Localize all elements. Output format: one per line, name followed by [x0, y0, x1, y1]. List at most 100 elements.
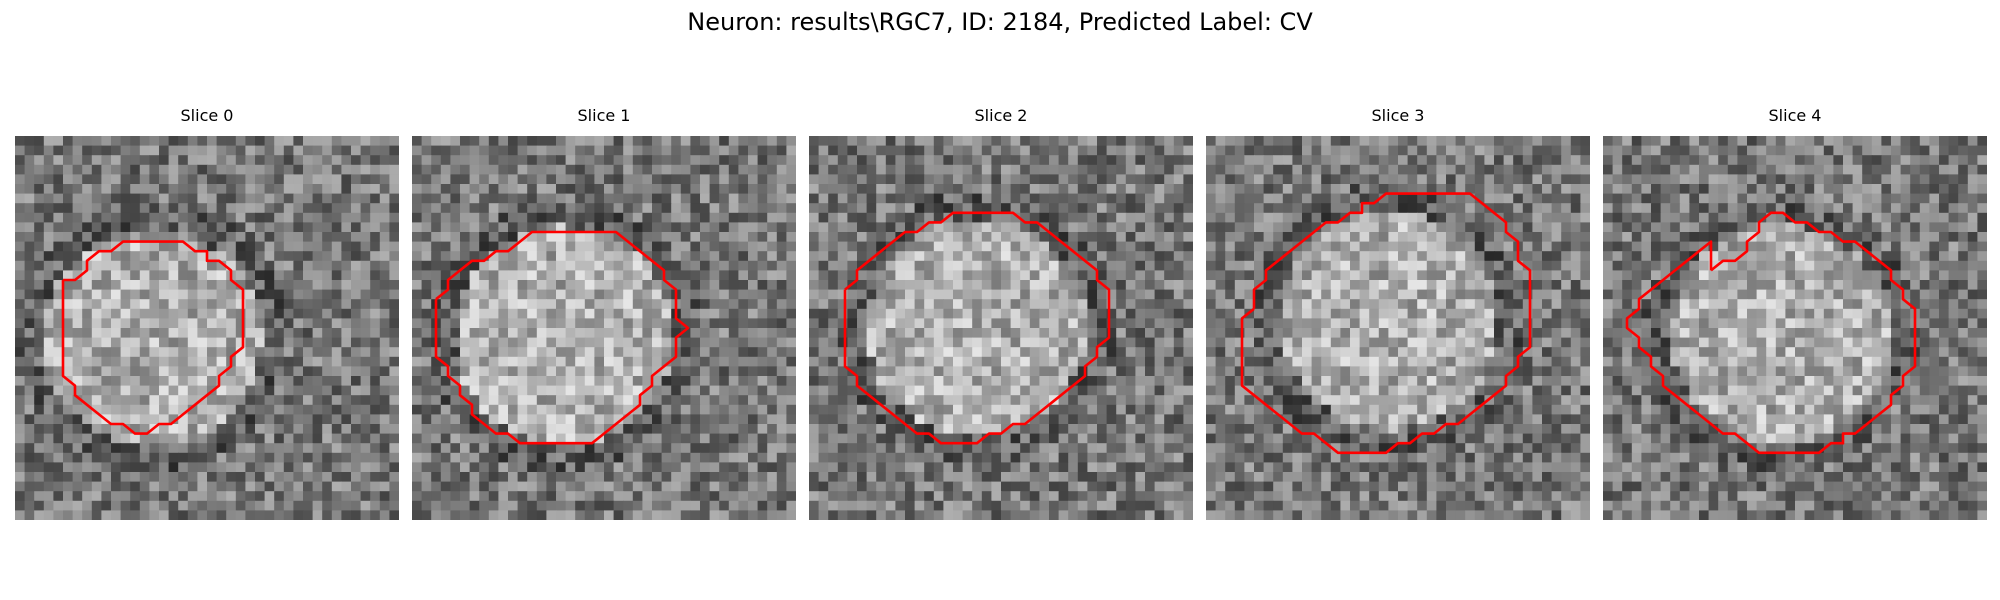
image-pixel: [527, 174, 538, 185]
image-pixel: [370, 356, 381, 367]
image-pixel: [412, 241, 423, 252]
image-pixel: [379, 385, 390, 396]
image-pixel: [469, 280, 480, 291]
image-pixel: [53, 251, 64, 262]
image-pixel: [809, 155, 820, 166]
image-pixel: [1106, 184, 1117, 195]
image-pixel: [671, 136, 682, 147]
image-pixel: [389, 376, 399, 387]
image-pixel: [1183, 452, 1193, 463]
image-pixel: [584, 376, 595, 387]
image-pixel: [914, 212, 925, 223]
image-pixel: [847, 193, 858, 204]
image-pixel: [671, 164, 682, 175]
image-pixel: [876, 299, 887, 310]
image-pixel: [1398, 174, 1409, 185]
image-pixel: [1097, 155, 1108, 166]
image-pixel: [1020, 328, 1031, 339]
image-pixel: [866, 328, 877, 339]
image-pixel: [809, 414, 820, 425]
image-pixel: [719, 241, 730, 252]
image-pixel: [895, 424, 906, 435]
image-pixel: [331, 347, 342, 358]
image-pixel: [972, 443, 983, 454]
image-pixel: [226, 164, 237, 175]
image-pixel: [159, 328, 170, 339]
image-pixel: [379, 174, 390, 185]
image-pixel: [460, 491, 471, 502]
image-pixel: [748, 510, 759, 520]
image-pixel: [274, 443, 285, 454]
image-pixel: [642, 376, 653, 387]
image-pixel: [700, 164, 711, 175]
image-pixel: [1173, 318, 1184, 329]
image-pixel: [1263, 136, 1274, 147]
image-pixel: [953, 280, 964, 291]
image-pixel: [1183, 356, 1193, 367]
image-pixel: [972, 260, 983, 271]
image-pixel: [1135, 270, 1146, 281]
image-pixel: [866, 414, 877, 425]
image-pixel: [197, 414, 208, 425]
image-pixel: [1125, 203, 1136, 214]
image-pixel: [460, 366, 471, 377]
image-pixel: [690, 203, 701, 214]
image-pixel: [575, 232, 586, 243]
image-pixel: [360, 500, 371, 511]
image-pixel: [1106, 433, 1117, 444]
image-pixel: [101, 510, 112, 520]
image-pixel: [786, 232, 796, 243]
image-pixel: [379, 260, 390, 271]
image-pixel: [924, 251, 935, 262]
image-pixel: [421, 145, 432, 156]
image-pixel: [914, 404, 925, 415]
image-pixel: [1173, 500, 1184, 511]
image-pixel: [536, 510, 547, 520]
image-pixel: [972, 203, 983, 214]
image-pixel: [379, 452, 390, 463]
image-pixel: [1173, 145, 1184, 156]
image-pixel: [818, 193, 829, 204]
image-pixel: [341, 385, 352, 396]
image-pixel: [43, 136, 54, 147]
image-pixel: [1173, 212, 1184, 223]
image-pixel: [1010, 203, 1021, 214]
image-pixel: [700, 443, 711, 454]
image-pixel: [15, 174, 26, 185]
image-pixel: [450, 414, 461, 425]
image-pixel: [312, 222, 323, 233]
image-pixel: [1010, 232, 1021, 243]
image-pixel: [139, 280, 150, 291]
image-pixel: [962, 443, 973, 454]
image-pixel: [632, 510, 643, 520]
image-pixel: [34, 424, 45, 435]
image-pixel: [885, 347, 896, 358]
image-pixel: [652, 424, 663, 435]
image-pixel: [556, 481, 567, 492]
image-pixel: [1039, 481, 1050, 492]
image-pixel: [546, 164, 557, 175]
image-pixel: [1154, 337, 1165, 348]
image-pixel: [303, 232, 314, 243]
image-pixel: [440, 299, 451, 310]
image-pixel: [1068, 481, 1079, 492]
image-pixel: [738, 241, 749, 252]
image-pixel: [120, 452, 131, 463]
image-pixel: [671, 155, 682, 166]
image-pixel: [1164, 164, 1175, 175]
image-pixel: [341, 414, 352, 425]
image-pixel: [1183, 443, 1193, 454]
image-pixel: [546, 414, 557, 425]
image-pixel: [63, 299, 74, 310]
image-pixel: [924, 318, 935, 329]
image-pixel: [440, 433, 451, 444]
image-pixel: [322, 155, 333, 166]
image-pixel: [1145, 308, 1156, 319]
image-pixel: [575, 280, 586, 291]
image-pixel: [914, 433, 925, 444]
image-pixel: [168, 491, 179, 502]
image-pixel: [642, 452, 653, 463]
image-pixel: [508, 289, 519, 300]
image-pixel: [1020, 164, 1031, 175]
image-pixel: [943, 222, 954, 233]
